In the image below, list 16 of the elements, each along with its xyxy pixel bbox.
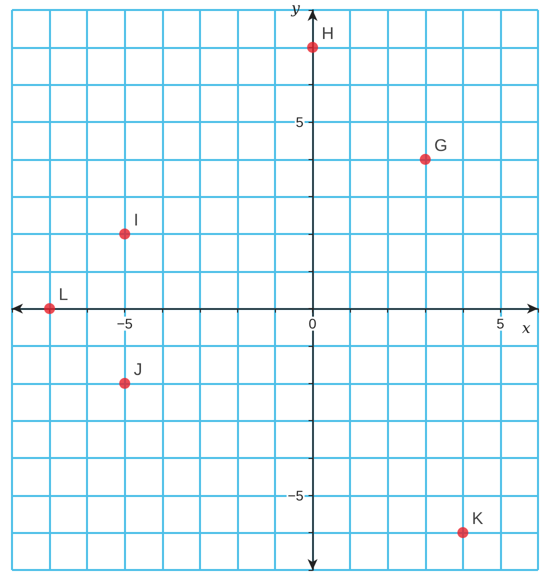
x-tick-label: −5: [116, 316, 133, 332]
point: [307, 42, 318, 53]
point: [119, 228, 130, 240]
annotation: K: [472, 509, 484, 528]
point: [420, 154, 431, 165]
point: [44, 303, 56, 314]
x-axis-title: x: [522, 319, 531, 338]
annotation: H: [322, 24, 334, 43]
point: [457, 527, 468, 538]
x-tick-label: 5: [496, 316, 505, 332]
annotation: I: [134, 210, 138, 230]
annotation: L: [58, 285, 68, 304]
annotation: J: [134, 360, 142, 379]
point: [119, 378, 130, 389]
x-tick-label: 0: [308, 316, 317, 332]
annotation: G: [434, 136, 448, 155]
